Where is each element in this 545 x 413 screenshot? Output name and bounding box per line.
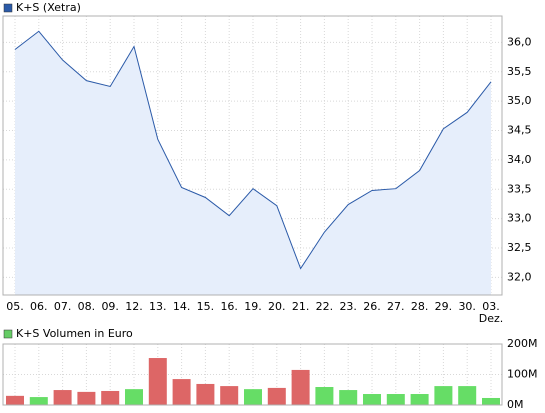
legend-swatch — [3, 329, 13, 339]
bar — [172, 379, 191, 405]
legend-label: K+S Volumen in Euro — [16, 327, 133, 340]
x-tick-label: 07. — [54, 300, 72, 313]
x-tick-label: 29. — [435, 300, 453, 313]
y-tick-label: 33,5 — [507, 182, 532, 195]
x-tick-label: 05. — [6, 300, 24, 313]
bar — [196, 383, 215, 405]
x-tick-label: 30. — [458, 300, 476, 313]
x-tick-label: 23. — [339, 300, 357, 313]
bar — [220, 386, 239, 405]
x-annotation: Dez. — [479, 312, 504, 325]
bar — [125, 389, 143, 405]
bar — [77, 391, 96, 405]
x-tick-label: 28. — [411, 300, 429, 313]
y-tick-label: 36,0 — [507, 35, 532, 48]
y-tick-label: 35,5 — [507, 65, 532, 78]
bar — [148, 358, 167, 405]
bar — [339, 390, 358, 405]
bar — [267, 387, 286, 405]
bar — [363, 394, 381, 405]
x-tick-label: 09. — [101, 300, 119, 313]
y-tick-label: 32,5 — [507, 241, 532, 254]
x-tick-label: 15. — [197, 300, 215, 313]
bar — [482, 397, 500, 405]
bar — [291, 369, 310, 405]
x-tick-label: 20. — [268, 300, 286, 313]
x-tick-label: 19. — [244, 300, 262, 313]
y-tick-label: 34,5 — [507, 124, 532, 137]
x-tick-label: 21. — [292, 300, 310, 313]
legend-swatch — [3, 3, 13, 13]
legend-label: K+S (Xetra) — [16, 1, 81, 14]
bar — [53, 390, 72, 405]
bar — [386, 394, 405, 405]
x-tick-label: 26. — [363, 300, 381, 313]
x-tick-label: 08. — [78, 300, 96, 313]
y-tick-label: 33,0 — [507, 212, 532, 225]
line — [14, 30, 492, 270]
x-tick-label: 14. — [173, 300, 191, 313]
x-tick-label: 16. — [220, 300, 238, 313]
y-tick-label: 32,0 — [507, 270, 532, 283]
bar — [315, 387, 334, 405]
bar — [410, 394, 429, 405]
x-tick-label: 13. — [149, 300, 167, 313]
x-tick-label: 27. — [387, 300, 405, 313]
x-tick-label: 22. — [316, 300, 334, 313]
y-tick-label: 0M — [507, 398, 524, 411]
bar — [101, 390, 120, 405]
y-tick-label: 100M — [507, 368, 538, 381]
y-tick-label: 200M — [507, 337, 538, 350]
y-tick-label: 35,0 — [507, 94, 532, 107]
x-tick-label: 06. — [30, 300, 48, 313]
area — [15, 31, 491, 296]
bar — [458, 386, 477, 405]
bar — [244, 389, 262, 405]
plot-frame — [2, 15, 503, 296]
bar — [434, 386, 453, 405]
bar — [6, 395, 24, 405]
x-tick-label: 03. — [482, 300, 500, 313]
plot-frame — [2, 343, 503, 406]
bar — [29, 397, 48, 405]
y-tick-label: 34,0 — [507, 153, 532, 166]
x-tick-label: 12. — [125, 300, 143, 313]
